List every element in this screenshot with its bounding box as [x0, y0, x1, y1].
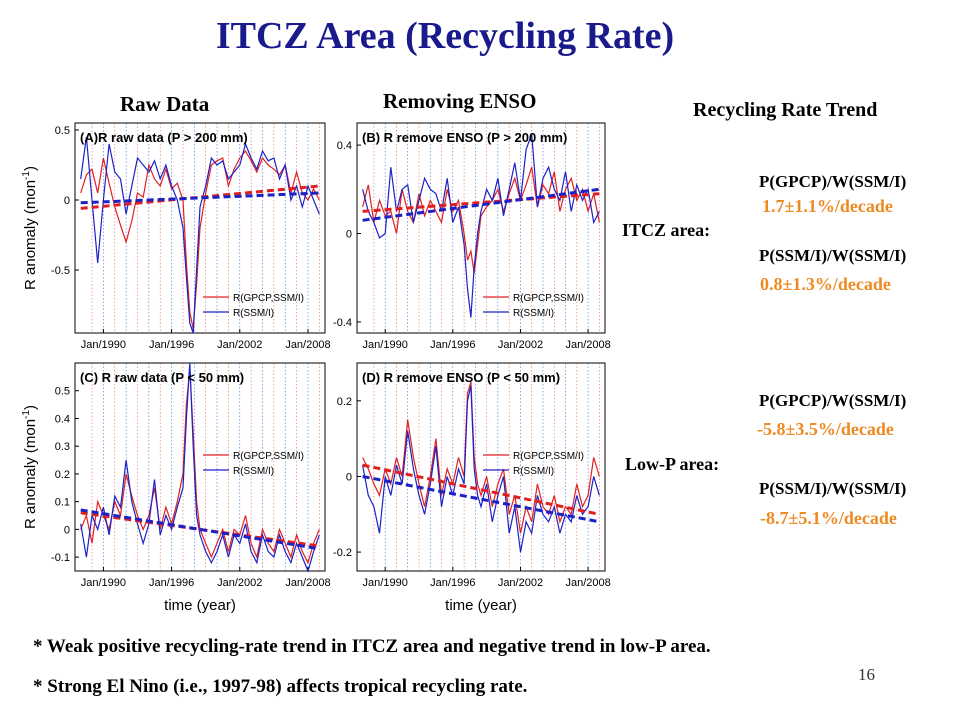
legend-entry: R(GPCP,SSM/I) — [513, 293, 584, 304]
y-tick-label: 0 — [64, 524, 70, 536]
x-axis-label: time (year) — [164, 597, 236, 614]
lowp-ratio1: P(GPCP)/W(SSM/I) — [759, 391, 907, 410]
x-tick-label: Jan/1996 — [149, 339, 194, 351]
lowp-ratio2: P(SSM/I)/W(SSM/I) — [759, 479, 907, 498]
itcz-area-label: ITCZ area: — [622, 220, 711, 240]
series-line — [80, 368, 320, 565]
plot-frame — [356, 122, 606, 334]
x-tick-label: Jan/2008 — [565, 577, 610, 589]
y-tick-label: 0.2 — [55, 469, 70, 481]
chart-title: (A)R raw data (P > 200 mm) — [80, 130, 248, 145]
chart-a: -0.5 0 0.5 Jan/1990 Jan/1996 Jan/2002 Jan/2008… — [21, 122, 331, 351]
trend-line — [362, 475, 600, 524]
trend-line — [362, 192, 600, 213]
y-tick-label: 0 — [346, 471, 352, 483]
x-tick-label: Jan/2008 — [285, 577, 330, 589]
slide-title: ITCZ Area (Recycling Rate) — [215, 15, 675, 57]
removing-enso-heading: Removing ENSO — [383, 89, 537, 113]
y-tick-label: -0.4 — [333, 317, 352, 329]
x-tick-label: Jan/2002 — [498, 339, 543, 351]
itcz-ratio2: P(SSM/I)/W(SSM/I) — [759, 246, 907, 265]
trend-line — [362, 187, 600, 222]
legend-entry: R(GPCP,SSM/I) — [513, 451, 584, 462]
series-line — [362, 133, 600, 318]
y-axis-label: R anomaly (mon-1) — [21, 166, 39, 290]
x-tick-label: Jan/1996 — [430, 339, 475, 351]
recycling-trend-heading: Recycling Rate Trend — [693, 99, 878, 121]
x-tick-label: Jan/2002 — [498, 577, 543, 589]
y-axis-label: R anomaly (mon-1) — [21, 405, 39, 529]
x-tick-label: Jan/1996 — [149, 577, 194, 589]
legend-entry: R(SSM/I) — [513, 308, 554, 319]
chart-b: -0.4 0 0.4 Jan/1990 Jan/1996 Jan/2002 Jan/2008… — [333, 122, 611, 351]
y-tick-label: 0 — [346, 229, 352, 241]
lowp-value1: -5.8±3.5%/decade — [757, 419, 894, 439]
y-tick-label: 0.3 — [55, 441, 70, 453]
plot-frame — [74, 362, 326, 572]
y-tick-label: 0.1 — [55, 497, 70, 509]
y-tick-label: 0.4 — [337, 140, 352, 152]
series-line — [80, 136, 320, 334]
legend-entry: R(SSM/I) — [233, 308, 274, 319]
x-tick-label: Jan/1990 — [363, 577, 408, 589]
plot-frame — [356, 362, 606, 572]
chart-title: (B) R remove ENSO (P > 200 mm) — [362, 130, 567, 145]
series-line — [362, 385, 600, 553]
lowp-area-label: Low-P area: — [625, 454, 720, 474]
x-tick-label: Jan/2002 — [217, 339, 262, 351]
itcz-ratio1: P(GPCP)/W(SSM/I) — [759, 172, 907, 191]
chart-d: -0.2 0 0.2 Jan/1990 Jan/1996 Jan/2002 Jan/2008… — [333, 362, 611, 614]
y-tick-label: -0.2 — [333, 547, 352, 559]
chart-title: (C) R raw data (P < 50 mm) — [80, 370, 244, 385]
legend-entry: R(GPCP,SSM/I) — [233, 293, 304, 304]
page-number: 16 — [858, 665, 875, 684]
x-tick-label: Jan/2008 — [285, 339, 330, 351]
series-line — [362, 167, 600, 274]
x-tick-label: Jan/1996 — [430, 577, 475, 589]
x-tick-label: Jan/2008 — [565, 339, 610, 351]
legend-entry: R(GPCP,SSM/I) — [233, 451, 304, 462]
legend-entry: R(SSM/I) — [233, 466, 274, 477]
trend-line — [80, 191, 320, 205]
trend-line — [80, 508, 320, 551]
itcz-value2: 0.8±1.3%/decade — [760, 274, 891, 294]
y-tick-label: -0.5 — [51, 265, 70, 277]
x-tick-label: Jan/2002 — [217, 577, 262, 589]
y-tick-label: 0.5 — [55, 386, 70, 398]
chart-title: (D) R remove ENSO (P < 50 mm) — [362, 370, 560, 385]
note-2: * Strong El Nino (i.e., 1997-98) affects… — [33, 676, 528, 697]
x-axis-label: time (year) — [445, 597, 517, 614]
y-tick-label: 0.4 — [55, 413, 70, 425]
trend-line — [80, 184, 320, 210]
trend-line — [362, 463, 600, 516]
note-1: * Weak positive recycling-rate trend in … — [33, 636, 711, 657]
y-tick-label: -0.1 — [51, 552, 70, 564]
y-tick-label: 0.2 — [337, 396, 352, 408]
legend-entry: R(SSM/I) — [513, 466, 554, 477]
chart-c: -0.1 0 0.1 0.2 0.3 0.4 0.5 Jan/1990 Jan/1996 Jan/… — [21, 362, 331, 614]
y-tick-label: 0.5 — [55, 125, 70, 137]
x-tick-label: Jan/1990 — [363, 339, 408, 351]
lowp-value2: -8.7±5.1%/decade — [760, 508, 897, 528]
x-tick-label: Jan/1990 — [81, 339, 126, 351]
itcz-value1: 1.7±1.1%/decade — [762, 196, 893, 216]
y-tick-label: 0 — [64, 195, 70, 207]
x-tick-label: Jan/1990 — [81, 577, 126, 589]
trend-line — [80, 511, 320, 548]
raw-data-heading: Raw Data — [120, 92, 210, 116]
